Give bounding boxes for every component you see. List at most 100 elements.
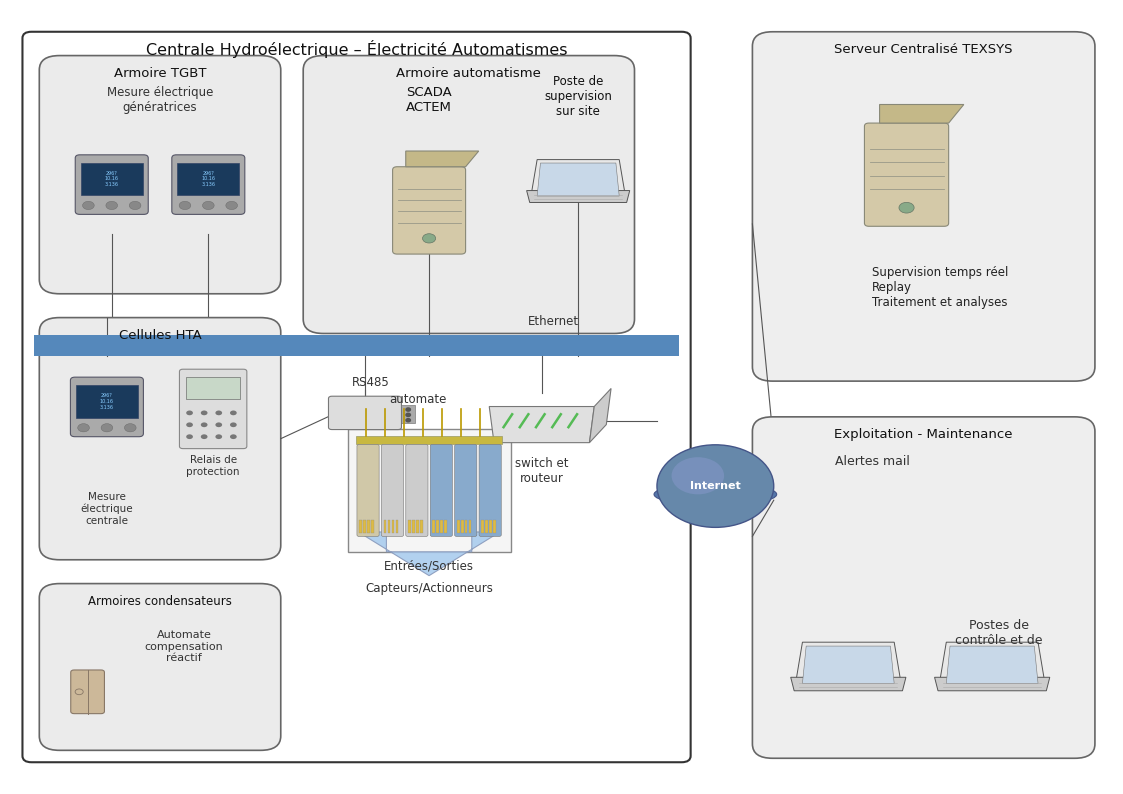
Circle shape bbox=[125, 424, 136, 432]
FancyBboxPatch shape bbox=[752, 32, 1095, 381]
Text: Internet: Internet bbox=[690, 481, 741, 491]
FancyBboxPatch shape bbox=[408, 519, 411, 533]
Text: automate: automate bbox=[390, 393, 447, 406]
FancyBboxPatch shape bbox=[455, 445, 477, 537]
FancyBboxPatch shape bbox=[348, 429, 511, 552]
Circle shape bbox=[226, 202, 238, 210]
Circle shape bbox=[186, 434, 193, 439]
Circle shape bbox=[77, 424, 90, 432]
FancyBboxPatch shape bbox=[393, 167, 466, 254]
Polygon shape bbox=[530, 160, 626, 199]
FancyBboxPatch shape bbox=[395, 519, 399, 533]
FancyBboxPatch shape bbox=[359, 519, 362, 533]
Polygon shape bbox=[947, 646, 1038, 684]
FancyBboxPatch shape bbox=[177, 163, 239, 195]
FancyBboxPatch shape bbox=[457, 519, 459, 533]
Circle shape bbox=[101, 424, 112, 432]
FancyBboxPatch shape bbox=[405, 445, 428, 537]
FancyBboxPatch shape bbox=[432, 519, 435, 533]
FancyBboxPatch shape bbox=[416, 519, 419, 533]
Text: Entrées/Sorties: Entrées/Sorties bbox=[384, 560, 474, 572]
FancyBboxPatch shape bbox=[75, 155, 148, 214]
Text: Alertes mail: Alertes mail bbox=[834, 455, 910, 468]
FancyBboxPatch shape bbox=[357, 445, 380, 537]
FancyBboxPatch shape bbox=[420, 519, 422, 533]
Text: Armoire automatisme: Armoire automatisme bbox=[396, 67, 541, 79]
FancyBboxPatch shape bbox=[865, 123, 949, 226]
FancyBboxPatch shape bbox=[81, 163, 143, 195]
FancyBboxPatch shape bbox=[402, 405, 414, 423]
FancyBboxPatch shape bbox=[39, 56, 281, 294]
FancyBboxPatch shape bbox=[71, 377, 144, 437]
Circle shape bbox=[672, 457, 724, 495]
Circle shape bbox=[422, 233, 436, 243]
FancyBboxPatch shape bbox=[34, 335, 679, 356]
Circle shape bbox=[202, 202, 214, 210]
Polygon shape bbox=[358, 532, 500, 576]
Circle shape bbox=[230, 422, 237, 427]
Text: Armoire TGBT: Armoire TGBT bbox=[113, 67, 207, 79]
FancyBboxPatch shape bbox=[172, 155, 245, 214]
FancyBboxPatch shape bbox=[303, 56, 634, 333]
FancyBboxPatch shape bbox=[430, 445, 453, 537]
Circle shape bbox=[230, 410, 237, 415]
Text: switch et
routeur: switch et routeur bbox=[515, 457, 568, 484]
Polygon shape bbox=[934, 677, 1050, 691]
Polygon shape bbox=[537, 163, 619, 196]
Circle shape bbox=[106, 202, 118, 210]
FancyBboxPatch shape bbox=[71, 670, 104, 714]
Circle shape bbox=[179, 202, 191, 210]
Text: 296?
10.16
3.136: 296? 10.16 3.136 bbox=[104, 171, 119, 187]
FancyBboxPatch shape bbox=[445, 519, 447, 533]
FancyBboxPatch shape bbox=[384, 519, 386, 533]
Text: Relais de
protection: Relais de protection bbox=[186, 455, 240, 476]
FancyBboxPatch shape bbox=[412, 519, 414, 533]
Circle shape bbox=[201, 422, 208, 427]
FancyBboxPatch shape bbox=[468, 519, 472, 533]
FancyBboxPatch shape bbox=[356, 436, 502, 445]
FancyBboxPatch shape bbox=[76, 385, 138, 418]
Circle shape bbox=[407, 414, 410, 417]
Polygon shape bbox=[879, 105, 964, 123]
Text: Mesure
électrique
centrale: Mesure électrique centrale bbox=[81, 492, 134, 526]
FancyBboxPatch shape bbox=[382, 445, 403, 537]
Text: Ethernet: Ethernet bbox=[528, 315, 579, 328]
Text: RS485: RS485 bbox=[351, 376, 390, 389]
Text: Postes de
contrôle et de
supervision: Postes de contrôle et de supervision bbox=[956, 619, 1043, 662]
FancyBboxPatch shape bbox=[371, 519, 374, 533]
Circle shape bbox=[129, 202, 141, 210]
FancyBboxPatch shape bbox=[22, 32, 691, 762]
Circle shape bbox=[201, 410, 208, 415]
Text: 296?
10.16
3.136: 296? 10.16 3.136 bbox=[201, 171, 216, 187]
Polygon shape bbox=[590, 388, 611, 443]
Polygon shape bbox=[527, 191, 630, 202]
FancyBboxPatch shape bbox=[480, 445, 501, 537]
FancyBboxPatch shape bbox=[490, 519, 492, 533]
Text: 296?
10.16
3.136: 296? 10.16 3.136 bbox=[100, 393, 113, 410]
FancyBboxPatch shape bbox=[485, 519, 487, 533]
FancyBboxPatch shape bbox=[482, 519, 484, 533]
FancyBboxPatch shape bbox=[363, 519, 366, 533]
FancyBboxPatch shape bbox=[752, 417, 1095, 758]
Circle shape bbox=[216, 422, 222, 427]
Ellipse shape bbox=[654, 483, 777, 506]
Text: Poste de
supervision
sur site: Poste de supervision sur site bbox=[545, 75, 612, 118]
Circle shape bbox=[83, 202, 94, 210]
Text: Armoires condensateurs: Armoires condensateurs bbox=[88, 595, 232, 607]
FancyBboxPatch shape bbox=[180, 369, 247, 449]
Circle shape bbox=[186, 410, 193, 415]
Circle shape bbox=[201, 434, 208, 439]
FancyBboxPatch shape bbox=[465, 519, 467, 533]
Text: Automate
compensation
réactif: Automate compensation réactif bbox=[145, 630, 223, 664]
Text: Serveur Centralisé TEXSYS: Serveur Centralisé TEXSYS bbox=[834, 43, 1013, 56]
Circle shape bbox=[407, 418, 410, 422]
Text: Supervision temps réel
Replay
Traitement et analyses: Supervision temps réel Replay Traitement… bbox=[873, 266, 1008, 309]
FancyBboxPatch shape bbox=[367, 519, 369, 533]
Circle shape bbox=[898, 202, 914, 213]
Text: Mesure électrique
génératrices: Mesure électrique génératrices bbox=[107, 86, 213, 114]
Circle shape bbox=[216, 410, 222, 415]
FancyBboxPatch shape bbox=[39, 584, 281, 750]
Text: Centrale Hydroélectrique – Électricité Automatismes: Centrale Hydroélectrique – Électricité A… bbox=[146, 40, 567, 58]
Text: Exploitation - Maintenance: Exploitation - Maintenance bbox=[834, 428, 1013, 441]
FancyBboxPatch shape bbox=[328, 396, 402, 430]
